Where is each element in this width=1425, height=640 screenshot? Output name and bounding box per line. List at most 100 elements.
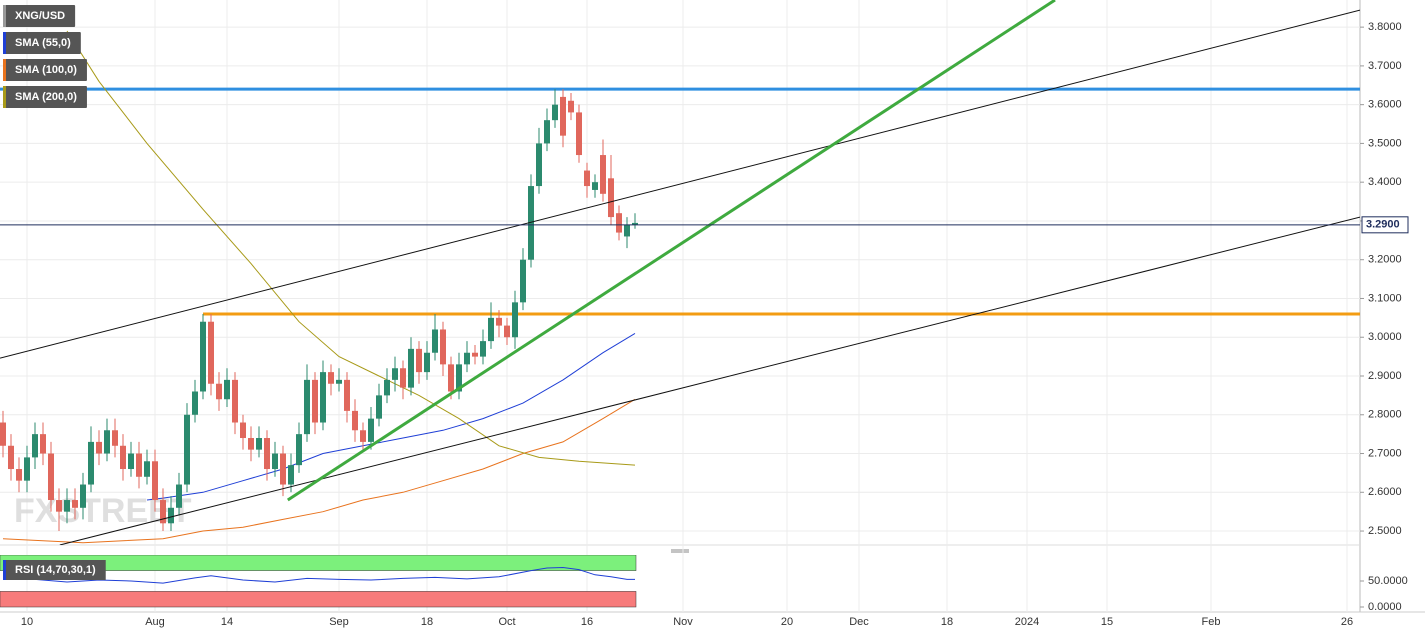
candle-body — [104, 430, 110, 454]
candle-body — [624, 224, 630, 237]
candle-body — [232, 379, 238, 423]
y-tick-label: 0.0000 — [1368, 601, 1402, 613]
y-tick-label: 3.6000 — [1368, 99, 1402, 111]
y-tick-label: 2.8000 — [1368, 409, 1402, 421]
y-tick-label: 2.6000 — [1368, 486, 1402, 498]
x-tick-label: Nov — [673, 616, 693, 628]
candle-body — [576, 112, 582, 156]
y-tick-label: 3.5000 — [1368, 137, 1402, 149]
candle-body — [96, 441, 102, 454]
candle-body — [480, 341, 486, 357]
sma-line — [66, 30, 636, 466]
candle-body — [128, 453, 134, 470]
candle-body — [520, 259, 526, 303]
candle-body — [552, 104, 558, 121]
candle-body — [608, 178, 614, 218]
candle-body — [616, 213, 622, 233]
candle-body — [40, 434, 46, 454]
y-tick-label: 2.9000 — [1368, 370, 1402, 382]
candle-body — [600, 155, 606, 194]
legend-item[interactable]: RSI (14,70,30,1) — [3, 560, 106, 580]
candle-body — [136, 453, 142, 477]
legend-swatch — [3, 59, 6, 81]
candle-body — [536, 143, 542, 187]
legend-item[interactable]: SMA (100,0) — [3, 59, 87, 81]
candle-body — [112, 430, 118, 446]
candle-body — [360, 430, 366, 442]
candle-body — [72, 500, 78, 508]
candle-body — [352, 410, 358, 431]
sma-line — [146, 332, 636, 501]
candle-body — [64, 500, 70, 512]
x-tick-label: Aug — [145, 616, 165, 628]
candle-body — [272, 453, 278, 470]
pane-handle[interactable] — [669, 548, 691, 554]
candle-body — [208, 321, 214, 384]
candle-body — [344, 379, 350, 411]
candle-body — [256, 438, 262, 450]
candle-body — [568, 100, 574, 113]
legend-box — [3, 5, 76, 27]
candle-body — [56, 500, 62, 512]
candle-body — [496, 317, 502, 326]
candle-body — [24, 457, 30, 481]
candle-body — [224, 379, 230, 400]
candle-body — [184, 414, 190, 485]
rsi-line — [2, 566, 635, 584]
y-tick-label: 50.0000 — [1368, 575, 1408, 587]
y-tick-label: 3.1000 — [1368, 292, 1402, 304]
candle-body — [528, 186, 534, 260]
candle-body — [560, 96, 566, 136]
candle-body — [384, 379, 390, 396]
candle-body — [448, 364, 454, 392]
y-tick-label: 2.5000 — [1368, 525, 1402, 537]
candle-body — [288, 465, 294, 485]
legend-swatch — [3, 86, 6, 108]
candle-body — [80, 484, 86, 508]
candle-body — [424, 352, 430, 373]
last-price-badge — [1361, 216, 1409, 234]
x-tick-label: 14 — [221, 616, 233, 628]
candle-body — [416, 348, 422, 373]
x-tick-label: 18 — [941, 616, 953, 628]
pane-handle-box[interactable] — [669, 548, 691, 554]
legend-item[interactable]: XNG/USD — [3, 5, 76, 27]
candle-body — [312, 379, 318, 423]
candle-body — [592, 182, 598, 190]
x-tick-label: 16 — [581, 616, 593, 628]
legend-swatch — [3, 5, 6, 27]
candle-body — [48, 453, 54, 501]
legend-item[interactable]: SMA (55,0) — [3, 32, 81, 54]
candle-body — [144, 461, 150, 477]
candle-body — [152, 461, 158, 501]
x-tick-label: Oct — [498, 616, 515, 628]
x-tick-label: 20 — [781, 616, 793, 628]
y-tick-label: 2.7000 — [1368, 447, 1402, 459]
candle-body — [192, 391, 198, 415]
candle-body — [544, 120, 550, 144]
candle-body — [120, 445, 126, 470]
x-tick-label: Sep — [329, 616, 349, 628]
x-tick-label: 2024 — [1015, 616, 1039, 628]
candle-body — [392, 368, 398, 380]
candle-body — [240, 422, 246, 439]
candle-body — [336, 379, 342, 384]
x-tick-label: 10 — [21, 616, 33, 628]
legend-label: SMA (55,0) — [15, 37, 71, 49]
candle-body — [296, 434, 302, 466]
legend-swatch — [3, 32, 6, 54]
candle-body — [632, 222, 638, 225]
candle-body — [432, 329, 438, 353]
legend-label: RSI (14,70,30,1) — [15, 564, 96, 576]
candle-body — [280, 453, 286, 485]
candle-body — [440, 329, 446, 365]
rsi-band — [0, 555, 637, 571]
candle-body — [456, 364, 462, 392]
candle-body — [376, 395, 382, 419]
legend-item[interactable]: SMA (200,0) — [3, 86, 87, 108]
candle-body — [16, 469, 22, 481]
trend-line — [59, 216, 1360, 545]
